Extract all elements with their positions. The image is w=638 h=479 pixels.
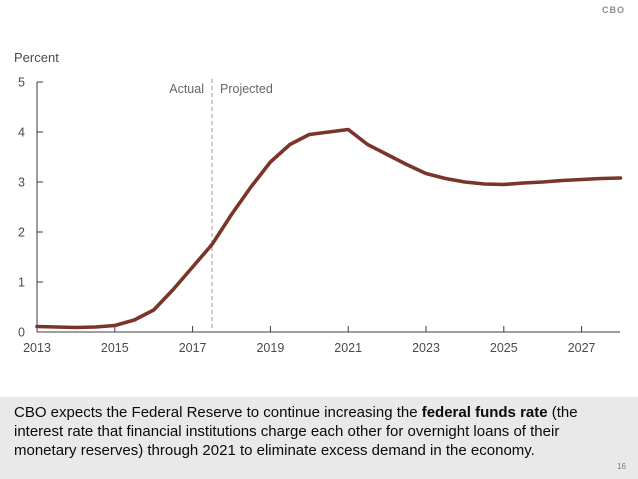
federal-funds-rate-line xyxy=(35,127,623,330)
x-tick-label: 2025 xyxy=(490,341,518,355)
x-tick-label: 2023 xyxy=(412,341,440,355)
x-tick-label: 2027 xyxy=(568,341,596,355)
projected-zone-label: Projected xyxy=(220,82,273,96)
y-tick-label: 5 xyxy=(18,76,25,90)
caption-text-post: (the interest rate that financial instit… xyxy=(14,404,578,459)
federal-funds-rate-chart: Percent Actual Projected 0 1 2 3 4 5 2013 2015 2… xyxy=(14,50,623,355)
y-tick-label: 2 xyxy=(18,226,25,240)
x-tick-label: 2013 xyxy=(23,341,51,355)
caption-text-bold: federal funds rate xyxy=(421,404,548,421)
y-axis-title: Percent xyxy=(14,50,59,65)
y-tick-label: 4 xyxy=(18,126,25,140)
x-tick-label: 2017 xyxy=(179,341,207,355)
y-tick-label: 3 xyxy=(18,176,25,190)
y-tick-label: 1 xyxy=(18,276,25,290)
x-tick-label: 2015 xyxy=(101,341,129,355)
x-tick-label: 2019 xyxy=(256,341,284,355)
chart-caption: CBO expects the Federal Reserve to conti… xyxy=(0,397,638,479)
actual-zone-label: Actual xyxy=(169,82,204,96)
caption-text-pre: CBO expects the Federal Reserve to conti… xyxy=(14,404,422,421)
x-tick-label: 2021 xyxy=(334,341,362,355)
y-tick-label: 0 xyxy=(18,326,25,340)
page-number: 16 xyxy=(617,462,626,471)
cbo-logo: CBO xyxy=(602,5,625,15)
